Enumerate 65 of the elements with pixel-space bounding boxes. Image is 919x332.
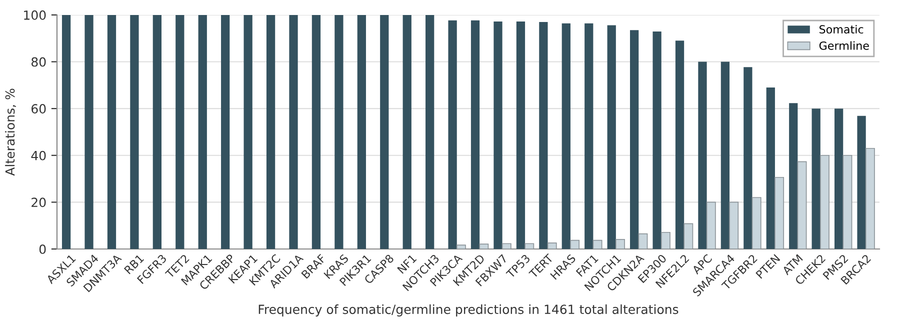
bar: [456, 244, 466, 249]
bar: [221, 14, 230, 249]
legend-label: Somatic: [820, 24, 864, 34]
bar: [494, 21, 502, 249]
bar: [244, 14, 252, 249]
bar: [638, 233, 648, 249]
bar: [426, 14, 434, 249]
bar: [448, 20, 457, 249]
bar: [547, 242, 557, 249]
y-axis-title: Alterations, %: [5, 88, 16, 176]
bar: [865, 148, 875, 249]
bar: [812, 108, 820, 249]
x-axis-title: Frequency of somatic/germline predictions in 1461 total alterations: [258, 304, 678, 316]
bar: [516, 21, 526, 249]
bar: [107, 14, 116, 249]
y-tick-label: 0: [39, 244, 46, 254]
bar: [479, 244, 489, 249]
bar: [842, 154, 852, 249]
y-tick-label: 80: [32, 57, 46, 67]
bar: [766, 88, 775, 249]
bar: [62, 14, 71, 249]
bar: [266, 14, 276, 249]
bar: [84, 14, 94, 249]
bar: [198, 14, 207, 249]
legend-label: Germline: [819, 41, 869, 50]
bar: [616, 238, 625, 249]
bar: [698, 62, 707, 249]
bar: [729, 202, 739, 249]
bar: [562, 23, 570, 249]
bar: [797, 161, 807, 249]
bar: [706, 202, 716, 249]
bar: [570, 240, 580, 249]
bar: [584, 23, 594, 249]
bar: [334, 14, 344, 249]
bar: [130, 14, 139, 249]
bar: [774, 176, 784, 249]
bar: [652, 32, 662, 249]
y-tick-label: 20: [32, 198, 46, 208]
bar: [744, 67, 752, 249]
bar: [357, 14, 366, 249]
bar: [539, 22, 548, 249]
bar: [720, 62, 730, 249]
bar: [176, 14, 184, 249]
bar: [470, 20, 480, 249]
bar: [524, 243, 534, 249]
bar: [857, 116, 866, 249]
bar: [402, 14, 412, 249]
bar: [630, 30, 639, 249]
bar: [752, 197, 762, 249]
y-tick-label: 40: [31, 150, 46, 160]
bar: [607, 25, 616, 249]
bar: [660, 232, 670, 249]
bar: [675, 40, 684, 249]
bar: [380, 14, 389, 249]
bar: [152, 14, 162, 249]
bar: [789, 103, 798, 249]
bar: [684, 223, 694, 249]
bar: [289, 14, 298, 249]
bar: [312, 14, 321, 249]
bar: [820, 154, 830, 249]
bar: [592, 240, 602, 249]
y-tick-label: 100: [24, 10, 46, 20]
bar: [834, 108, 844, 249]
y-tick-label: 60: [32, 104, 46, 114]
bar: [502, 243, 512, 249]
